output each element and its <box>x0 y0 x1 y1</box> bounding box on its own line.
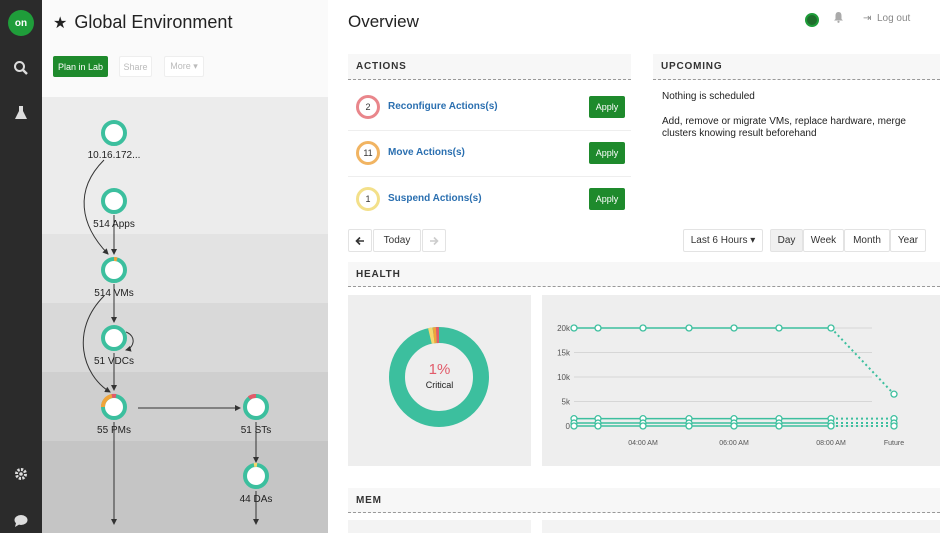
x-tick-label: 04:00 AM <box>628 440 658 447</box>
data-point <box>570 324 578 332</box>
data-point <box>570 422 578 430</box>
bell-icon[interactable] <box>833 11 844 26</box>
health-donut <box>389 327 489 427</box>
logout-link[interactable]: ⇥ Log out <box>863 13 911 24</box>
mem-card <box>348 520 531 533</box>
y-tick-label: 10k <box>557 373 571 382</box>
y-tick-label: 0 <box>566 422 571 431</box>
upcoming-empty-text: Nothing is scheduled <box>662 91 755 102</box>
apply-move-button[interactable]: Apply <box>589 142 625 164</box>
y-tick-label: 20k <box>557 324 571 333</box>
plan-in-lab-button[interactable]: Plan in Lab <box>53 56 108 77</box>
x-tick-label: Future <box>884 440 904 447</box>
mem-card <box>542 520 940 533</box>
node-pms[interactable] <box>101 393 127 420</box>
node-label: 514 VMs <box>94 288 134 299</box>
search-icon[interactable] <box>11 58 31 78</box>
node-host[interactable] <box>101 120 127 146</box>
tier-band <box>42 97 328 234</box>
apply-reconfigure-button[interactable]: Apply <box>589 96 625 118</box>
logout-icon: ⇥ <box>863 13 872 24</box>
arrow-left-icon <box>355 236 364 245</box>
action-count-badge: 1 <box>356 187 380 211</box>
upcoming-heading: UPCOMING <box>653 54 940 80</box>
tab-month[interactable]: Month <box>844 229 890 252</box>
tier-band <box>42 441 328 533</box>
node-label: 51 STs <box>240 425 272 436</box>
main-content: Overview ⇥ Log out ACTIONS 2 Reconfigure… <box>328 0 946 533</box>
action-count-badge: 11 <box>356 141 380 165</box>
data-point <box>685 422 693 430</box>
action-count-badge: 2 <box>356 95 380 119</box>
node-das[interactable] <box>243 462 269 489</box>
action-row-move: 11 Move Actions(s) Apply <box>348 133 631 177</box>
data-point <box>639 324 647 332</box>
share-button[interactable]: Share <box>119 56 152 77</box>
chat-icon[interactable] <box>11 510 31 530</box>
tier-band <box>42 372 328 441</box>
prev-button[interactable] <box>348 229 372 252</box>
flask-icon[interactable] <box>11 103 31 123</box>
nav-rail: on <box>0 0 42 533</box>
x-tick-label: 08:00 AM <box>816 440 846 447</box>
node-label: 55 PMs <box>97 425 131 436</box>
action-row-suspend: 1 Suspend Actions(s) Apply <box>348 179 631 223</box>
more-button[interactable]: More ▾ <box>164 56 204 77</box>
data-point <box>890 390 898 398</box>
data-point <box>685 324 693 332</box>
node-vms[interactable] <box>101 257 127 283</box>
today-button[interactable]: Today <box>373 229 421 252</box>
x-tick-label: 06:00 AM <box>719 440 749 447</box>
tab-week[interactable]: Week <box>803 229 844 252</box>
range-dropdown[interactable]: Last 6 Hours ▾ <box>683 229 763 252</box>
health-trend-card: 0 5k 10k 15k 20k 04:00 AM 06:00 AM 08:00 AM Futu… <box>542 295 940 466</box>
node-vdcs[interactable] <box>101 325 127 351</box>
data-point <box>730 422 738 430</box>
data-point <box>775 324 783 332</box>
health-trend-chart: 0 5k 10k 15k 20k 04:00 AM 06:00 AM 08:00 AM Futu… <box>557 324 904 447</box>
topology-panel: ★ Global Environment Plan in Lab Share M… <box>42 0 328 533</box>
critical-percent: 1% <box>428 361 451 378</box>
node-label: 10.16.172... <box>87 150 141 161</box>
node-label: 51 VDCs <box>93 356 134 367</box>
critical-caption: Critical <box>425 380 454 390</box>
reconfigure-actions-link[interactable]: Reconfigure Actions(s) <box>388 101 498 112</box>
suspend-actions-link[interactable]: Suspend Actions(s) <box>388 193 482 204</box>
node-label: 514 Apps <box>93 219 135 230</box>
node-label: 44 DAs <box>239 494 273 505</box>
node-sts[interactable] <box>243 394 269 420</box>
move-actions-link[interactable]: Move Actions(s) <box>388 147 465 158</box>
mem-heading: MEM <box>348 488 940 513</box>
data-point <box>594 422 602 430</box>
tab-year[interactable]: Year <box>890 229 926 252</box>
arrow-right-icon <box>430 236 439 245</box>
apply-suspend-button[interactable]: Apply <box>589 188 625 210</box>
gear-icon[interactable] <box>11 464 31 484</box>
data-point <box>594 324 602 332</box>
data-point <box>730 324 738 332</box>
environment-title: ★ Global Environment <box>53 12 233 32</box>
data-point <box>827 422 835 430</box>
data-point <box>890 422 898 430</box>
star-icon[interactable]: ★ <box>53 15 68 32</box>
tier-band <box>42 234 328 303</box>
data-point <box>639 422 647 430</box>
actions-heading: ACTIONS <box>348 54 631 80</box>
health-heading: HEALTH <box>348 262 940 287</box>
page-title: Overview <box>348 12 419 31</box>
y-tick-label: 5k <box>562 398 571 407</box>
logo[interactable]: on <box>8 10 34 36</box>
topology-graph <box>82 120 269 525</box>
y-tick-label: 15k <box>557 349 571 358</box>
next-button[interactable] <box>422 229 446 252</box>
data-point <box>827 324 835 332</box>
data-point <box>775 422 783 430</box>
upcoming-hint-text: Add, remove or migrate VMs, replace hard… <box>662 116 906 139</box>
health-donut-card: 1% Critical <box>348 295 531 466</box>
node-apps[interactable] <box>101 188 127 214</box>
avatar[interactable] <box>805 13 819 27</box>
series-forecast-line <box>830 327 895 395</box>
tab-day[interactable]: Day <box>770 229 803 252</box>
action-row-reconfigure: 2 Reconfigure Actions(s) Apply <box>348 87 631 131</box>
